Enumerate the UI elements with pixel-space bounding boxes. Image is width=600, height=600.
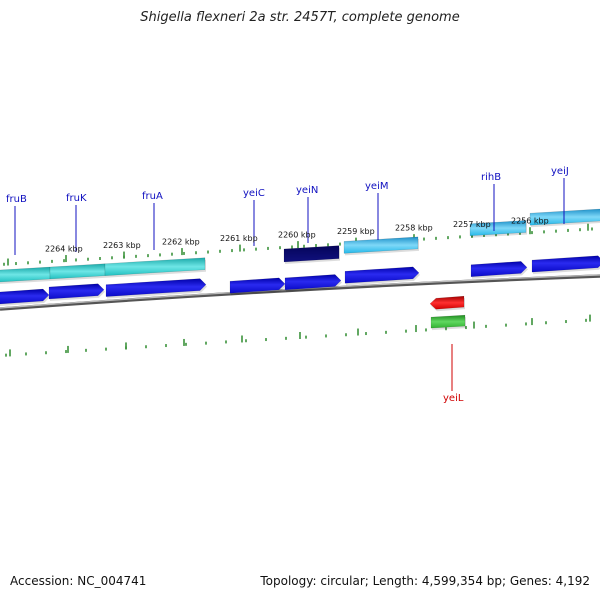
gene-label-rihB: rihB — [481, 172, 501, 183]
scale-label-kbp: 2260 kbp — [278, 230, 316, 239]
gene-arrow-yeiM — [344, 266, 420, 284]
genome-summary: Topology: circular; Length: 4,599,354 bp… — [260, 574, 590, 588]
gene-label-yeiM: yeiM — [365, 181, 388, 192]
feature-track — [0, 208, 600, 331]
feature-green-yeiL — [430, 314, 466, 329]
backbone-outer-line — [0, 274, 600, 311]
label-layer: 2264 kbp 2263 kbp 2262 kbp 2261 kbp 2260 kbp… — [6, 166, 569, 404]
gene-label-yeiN: yeiN — [296, 185, 318, 196]
scale-label-kbp: 2259 kbp — [337, 227, 375, 236]
feature-cyan-2 — [469, 220, 527, 237]
accession-label: Accession: NC_004741 — [10, 574, 147, 588]
feature-teal-3 — [104, 257, 206, 276]
gene-label-fruA: fruA — [142, 191, 163, 202]
scale-label-kbp: 2261 kbp — [220, 234, 258, 243]
gene-label-fruB: fruB — [6, 194, 27, 205]
gene-arrow-yeiC — [229, 277, 286, 294]
gene-label-yeiL: yeiL — [443, 393, 464, 404]
feature-yeiN-highlight — [283, 245, 340, 263]
scale-label-kbp: 2262 kbp — [162, 237, 200, 246]
gene-arrow-fruB — [0, 288, 50, 305]
scale-label-kbp: 2256 kbp — [511, 216, 549, 225]
scale-label-kbp: 2258 kbp — [395, 223, 433, 232]
feature-cyan-3 — [529, 208, 600, 226]
scale-label-kbp: 2263 kbp — [103, 241, 141, 250]
feature-cyan-1 — [343, 236, 419, 254]
scale-label-kbp: 2264 kbp — [45, 244, 83, 253]
gene-arrow-fruK — [48, 283, 105, 300]
label-leaders — [14, 178, 565, 391]
gene-label-yeiC: yeiC — [243, 188, 265, 199]
gene-arrow-rihB — [470, 261, 528, 278]
gene-arrow-yeiJ — [531, 255, 600, 273]
gene-arrow-yeiL — [429, 295, 465, 310]
gene-arrow-fruA — [105, 278, 207, 297]
gene-label-fruK: fruK — [66, 193, 87, 204]
gene-label-yeiJ: yeiJ — [551, 166, 569, 177]
scale-label-kbp: 2257 kbp — [453, 220, 491, 229]
gene-arrow-yeiN — [284, 274, 342, 291]
map-title: Shigella flexneri 2a str. 2457T, complet… — [140, 10, 460, 25]
